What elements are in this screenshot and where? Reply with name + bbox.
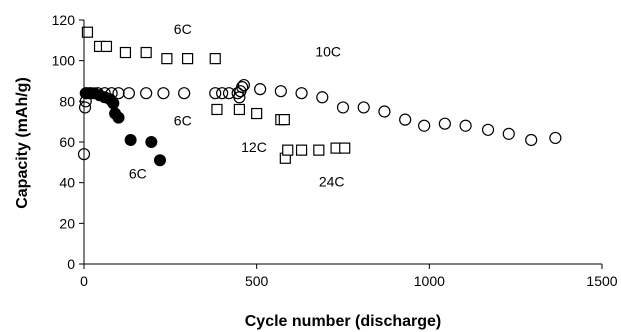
square-marker — [161, 53, 173, 65]
open-circle-marker — [549, 131, 562, 145]
square-marker — [313, 144, 325, 156]
y-tick-label: 100 — [52, 53, 76, 69]
open-circle-marker — [209, 87, 222, 100]
open-circle-marker — [157, 87, 170, 100]
rate-annotation: 6C — [129, 166, 147, 182]
square-marker — [295, 144, 308, 156]
open-circle-marker — [78, 101, 92, 114]
square-marker — [278, 114, 290, 126]
filled-circle-marker — [112, 111, 125, 124]
y-axis-title: Capacity (mAh/g) — [14, 77, 31, 209]
square-marker — [251, 107, 263, 120]
open-circle-marker — [399, 113, 412, 126]
rate-annotation: 10C — [315, 44, 341, 60]
open-circle-marker — [122, 87, 135, 100]
annotations-layer: 6C 10C 6C 12C 6C 24C — [129, 21, 345, 190]
open-circle-marker — [254, 83, 267, 96]
square-marker — [140, 46, 152, 59]
open-circle-marker — [525, 133, 538, 147]
y-tick-label: 20 — [59, 215, 75, 231]
square-marker — [100, 40, 113, 53]
open-circle-marker — [216, 87, 229, 100]
square-marker — [339, 142, 351, 154]
open-circle-marker — [438, 117, 451, 130]
open-circle-marker — [237, 78, 250, 92]
marks-layer — [77, 26, 562, 167]
filled-circle-marker — [153, 154, 166, 167]
y-tick-label: 120 — [52, 12, 76, 28]
rate-annotation: 24C — [319, 174, 345, 190]
square-marker — [81, 26, 94, 38]
open-circle-marker — [418, 119, 431, 132]
rate-annotation: 6C — [174, 21, 192, 37]
square-marker — [282, 144, 294, 156]
rate-annotation: 12C — [241, 139, 267, 155]
open-circle-marker — [336, 101, 350, 114]
open-circle-marker — [140, 87, 153, 100]
filled-circle-marker — [124, 133, 137, 146]
square-marker — [209, 53, 221, 65]
y-tick-label: 60 — [59, 134, 75, 150]
open-circle-marker — [481, 123, 495, 136]
axes-layer: 0 20 40 60 80 100 120 0 500 1000 1500 — [52, 12, 618, 289]
open-circle-marker — [316, 91, 329, 104]
open-circle-marker — [357, 101, 370, 114]
square-marker — [182, 53, 194, 65]
x-tick-label: 1500 — [586, 273, 617, 289]
y-tick-label: 80 — [59, 93, 75, 109]
open-circle-marker — [295, 87, 308, 100]
open-circle-marker — [222, 87, 236, 100]
x-axis-title: Cycle number (discharge) — [245, 313, 442, 330]
open-circle-marker — [459, 119, 472, 132]
x-tick-label: 500 — [245, 273, 269, 289]
open-circle-marker — [502, 127, 515, 140]
open-circle-marker — [178, 87, 191, 100]
rate-annotation: 6C — [174, 113, 192, 129]
square-marker — [233, 103, 245, 116]
y-tick-label: 40 — [59, 175, 75, 191]
open-circle-marker — [378, 105, 391, 118]
open-circle-marker — [274, 85, 287, 98]
filled-circle-marker — [107, 97, 120, 110]
x-tick-label: 1000 — [414, 273, 445, 289]
open-circle-marker — [236, 80, 249, 94]
open-circle-marker — [112, 87, 125, 100]
x-tick-label: 0 — [80, 273, 88, 289]
square-marker — [119, 46, 132, 59]
filled-circle-marker — [145, 136, 158, 148]
y-tick-label: 0 — [67, 256, 75, 272]
square-marker — [211, 103, 223, 116]
